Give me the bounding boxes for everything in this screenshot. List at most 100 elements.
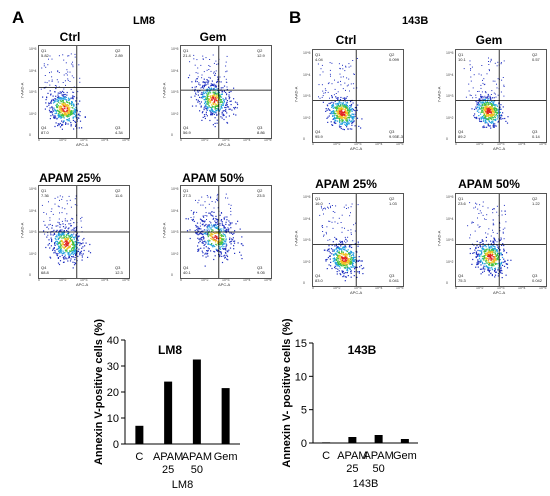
flow-y-tick: 10^5: [29, 187, 37, 191]
flow-y-tick: 10^4: [446, 216, 454, 221]
quadrant-label-q2: Q2 0.57: [532, 52, 540, 62]
quadrant-label-q4: Q4 68.8: [41, 265, 49, 275]
quadrant-label-q3: Q3 0.14: [532, 129, 540, 139]
quadrant-label-q4: Q4 40.1: [183, 265, 191, 275]
quadrant-label-q3: Q3 0.042: [532, 273, 543, 283]
flow-y-tick: 10^3: [29, 230, 37, 234]
quadrant-label-q3: Q3 4.34: [115, 125, 123, 135]
flow-x-tick: 0: [312, 142, 314, 146]
flow-x-tick: 0: [455, 286, 457, 290]
y-axis-label: Annexin V- positive cells (%): [281, 318, 293, 467]
flow-plot-143b-apam25: Q1 16.0 Q2 1.03 Q3 0.041 Q4 83.0: [312, 193, 404, 287]
bar: [135, 425, 144, 444]
flow-title: Gem: [199, 30, 227, 44]
flow-x-tick: 0: [312, 286, 314, 290]
bar-chart-lm8: 0 10 20 30 40 LM8 Annexin V-positive cells (%)…: [0, 318, 275, 491]
flow-x-axis-label: APC-A: [493, 146, 506, 151]
flow-title: Gem: [475, 33, 503, 47]
flow-y-tick: 10^3: [171, 90, 179, 94]
flow-title: APAM 50%: [182, 171, 244, 185]
quadrant-label-q2: Q2 0.099: [389, 52, 400, 62]
flow-plot-143b-gem: Q1 10.1 Q2 0.57 Q3 0.14 Q4 89.2: [455, 49, 547, 143]
flow-x-tick: 10^4: [375, 286, 383, 290]
chart-title: 143B: [348, 343, 377, 357]
flow-x-tick: 10^4: [101, 278, 109, 282]
cell-line-title-lm8: LM8: [133, 15, 155, 27]
bar: [164, 381, 173, 444]
flow-y-tick: 10^3: [29, 90, 37, 94]
x-tick-label: C: [135, 451, 143, 463]
quadrant-label-q2: Q2 23.5: [257, 188, 265, 198]
quadrant-label-q3: Q3 9.05: [257, 265, 265, 275]
y-tick-label: 20: [107, 387, 119, 399]
flow-y-tick: 10^2: [446, 115, 454, 120]
quadrant-label-q2: Q2 1.22: [532, 196, 540, 206]
flow-y-axis-label: 7-AAD-A: [436, 86, 442, 103]
flow-x-tick: 10^4: [243, 138, 251, 142]
quadrant-label-q3: Q3 8.86: [257, 125, 265, 135]
flow-x-tick: 0: [180, 278, 182, 282]
flow-x-tick: 10^3: [354, 286, 362, 290]
quadrant-label-q1: Q1 4.04: [315, 52, 323, 62]
flow-x-tick: 10^3: [222, 278, 230, 282]
flow-y-tick: 10^2: [446, 259, 454, 264]
flow-x-tick: 10^5: [122, 138, 130, 142]
panel-letter-b: B: [289, 8, 302, 27]
flow-x-tick: 10^2: [476, 142, 484, 146]
flow-y-tick: 10^5: [446, 51, 454, 55]
flow-x-tick: 10^4: [375, 142, 383, 146]
flow-y-axis-label: 7-AAD-A: [436, 230, 442, 247]
quadrant-label-q4: Q4 75.3: [458, 273, 466, 283]
flow-x-tick: 10^3: [354, 142, 362, 146]
flow-y-tick: 10^5: [29, 47, 37, 51]
flow-plot-lm8-ctrl: Q1 5.82 Q2 2.89 Q3 4.34 Q4 87.0: [38, 45, 130, 139]
cell-line-title-143b: 143B: [402, 15, 429, 27]
x-tick-label: 25: [346, 463, 358, 475]
flow-x-tick: 10^5: [396, 142, 404, 146]
flow-y-tick: 10^5: [171, 187, 179, 191]
flow-x-tick: 10^3: [80, 278, 88, 282]
quadrant-label-q4: Q4 95.9: [315, 129, 323, 139]
x-tick-label: 50: [373, 463, 385, 475]
flow-y-tick: 10^3: [303, 238, 311, 242]
x-tick-label: C: [322, 450, 330, 462]
chart-title: LM8: [158, 343, 182, 357]
x-axis-label: 143B: [353, 478, 379, 490]
flow-x-tick: 10^3: [497, 286, 505, 290]
flow-x-tick: 10^2: [201, 278, 209, 282]
flow-y-tick: 10^3: [303, 94, 311, 98]
flow-plot-143b-ctrl: Q1 4.04 Q2 0.099 Q3 9.93E-3 Q4 95.9: [312, 49, 404, 143]
flow-y-tick: 10^5: [303, 195, 311, 199]
flow-y-tick: 10^4: [29, 208, 37, 213]
flow-x-tick: 10^5: [396, 286, 404, 290]
flow-x-tick: 10^2: [333, 142, 341, 146]
panel-letter-a: A: [12, 8, 25, 27]
y-tick-label: 5: [301, 405, 307, 417]
flow-y-tick: 10^3: [446, 94, 454, 98]
flow-plot-lm8-apam50: Q1 27.3 Q2 23.5 Q3 9.05 Q4 40.1: [180, 185, 272, 279]
flow-x-axis-label: APC-A: [350, 146, 363, 151]
flow-x-tick: 10^4: [518, 142, 526, 146]
quadrant-label-q3: Q3 12.3: [115, 265, 123, 275]
quadrant-label-q2: Q2 11.6: [115, 188, 123, 198]
x-tick-label: APAM: [337, 450, 367, 462]
flow-y-tick: 10^3: [171, 230, 179, 234]
flow-y-tick: 10^5: [446, 195, 454, 199]
flow-x-tick: 10^3: [497, 142, 505, 146]
flow-y-tick: 0: [171, 133, 173, 137]
flow-y-tick: 10^4: [29, 68, 37, 73]
x-axis-label: LM8: [172, 479, 193, 491]
flow-y-axis-label: 7-AAD-A: [161, 82, 167, 99]
y-tick-label: 40: [107, 335, 119, 347]
flow-y-tick: 10^2: [303, 115, 311, 120]
flow-y-tick: 10^2: [171, 111, 179, 116]
flow-x-tick: 10^2: [59, 138, 67, 142]
quadrant-label-q4: Q4 56.9: [183, 125, 191, 135]
flow-y-tick: 10^2: [29, 111, 37, 116]
flow-y-tick: 0: [171, 273, 173, 277]
quadrant-label-q1: Q1 5.82: [41, 48, 49, 58]
bar: [374, 435, 383, 443]
flow-y-axis-label: 7-AAD-A: [293, 86, 299, 103]
flow-y-tick: 10^4: [171, 208, 179, 213]
x-tick-label: APAM: [153, 451, 183, 463]
